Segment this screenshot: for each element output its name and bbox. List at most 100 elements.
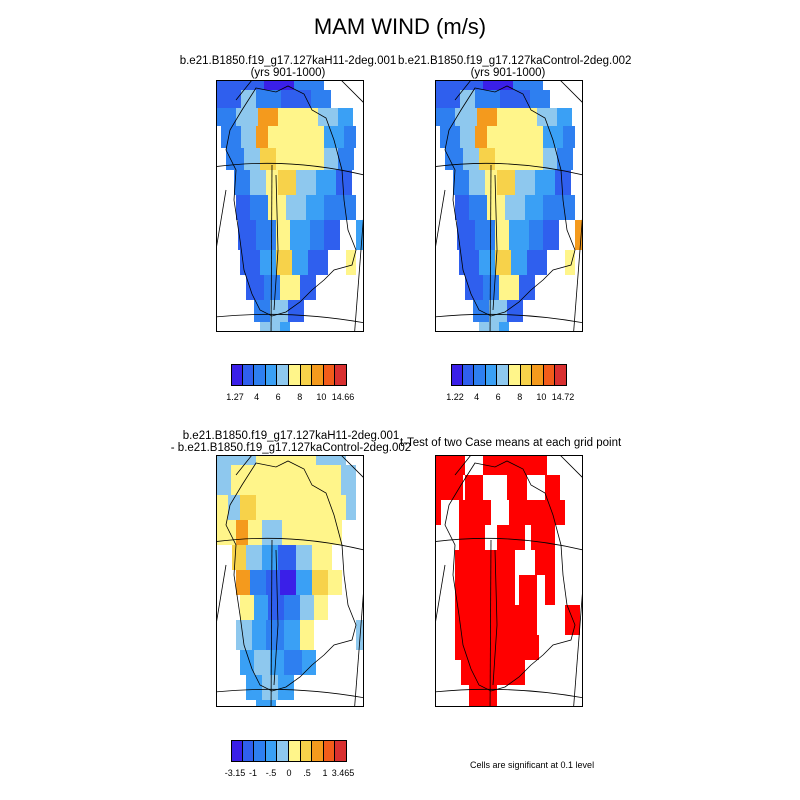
colorbar-swatch [312, 740, 324, 762]
colorbar-tick-label: -1 [248, 768, 258, 778]
grid-cell [284, 650, 302, 675]
colorbar-tick-label: 6 [495, 392, 501, 402]
grid-cell [487, 126, 543, 148]
grid-cell [455, 575, 487, 605]
grid-cell [241, 90, 256, 108]
panel-3-title-line2: - b.e21.B1850.f19_g17.127kaControl-2deg.… [170, 442, 412, 454]
panel-2-title-line1: b.e21.B1850.f19_g17.127kaControl-2deg.00… [398, 55, 632, 67]
grid-cell [495, 220, 509, 250]
grid-cell [221, 126, 241, 148]
grid-cell [276, 148, 324, 170]
colorbar-tick-label: 1.27 [226, 392, 244, 402]
grid-cell [236, 195, 250, 220]
colorbar-swatch [300, 740, 313, 762]
grid-cell [306, 195, 324, 220]
map-panel-h11 [216, 80, 364, 332]
grid-cell [475, 126, 487, 148]
panel-2-title-line2: (yrs 901-1000) [470, 67, 546, 79]
grid-cell [525, 195, 543, 220]
grid-cell [312, 520, 342, 545]
grid-cell [216, 90, 241, 108]
grid-cell [288, 300, 304, 322]
colorbar-control [451, 364, 567, 386]
page-title: MAM WIND (m/s) [313, 14, 487, 39]
grid-cell [460, 90, 475, 108]
grid-cell [280, 275, 300, 300]
grid-cell [489, 300, 507, 322]
grid-cell [338, 108, 353, 126]
grid-cell [435, 108, 455, 126]
colorbar-swatch [254, 364, 266, 386]
colorbar-swatch [242, 364, 255, 386]
grid-cell [469, 195, 487, 220]
grid-cell [435, 90, 460, 108]
grid-cell [216, 108, 236, 126]
grid-cell [216, 520, 236, 545]
panel-4-title-line1: t-Test of two Case means at each grid po… [400, 437, 622, 449]
grid-cell [565, 250, 575, 275]
grid-cell [500, 90, 530, 108]
grid-cell [477, 108, 497, 126]
grid-cell [465, 275, 483, 300]
grid-cell [240, 250, 260, 275]
map-panel-ttest [435, 455, 583, 707]
grid-cell [435, 475, 447, 500]
grid-cell [453, 170, 469, 195]
colorbar-tick-label: 14.72 [551, 392, 575, 402]
panel-2-title: b.e21.B1850.f19_g17.127kaControl-2deg.00… [398, 55, 632, 79]
colorbar-tick-label: 14.66 [331, 392, 355, 402]
colorbar-swatch [242, 740, 255, 762]
grid-cell [479, 250, 495, 275]
grid-cell [545, 475, 560, 500]
map-panel-difference [216, 455, 364, 707]
grid-cell [296, 570, 312, 595]
grid-cell [455, 108, 477, 126]
grid-cell [483, 275, 499, 300]
grid-cell [281, 90, 311, 108]
grid-cell [318, 108, 338, 126]
grid-cell [240, 495, 256, 520]
colorbar-swatch [335, 364, 347, 386]
grid-cell [280, 570, 296, 595]
grid-cell [495, 148, 543, 170]
colorbar-swatch [323, 740, 336, 762]
grid-cell [475, 90, 500, 108]
colorbar-swatch [508, 364, 521, 386]
colorbar-swatch [300, 364, 313, 386]
colorbar-swatch [543, 364, 556, 386]
colorbar-swatch [520, 364, 533, 386]
colorbar-tick-label: 3.465 [331, 768, 355, 778]
grid-cell [216, 465, 231, 495]
grid-cell [445, 148, 463, 170]
grid-cell [300, 275, 316, 300]
grid-cell [260, 148, 276, 170]
grid-cell [545, 575, 555, 605]
grid-cell [256, 126, 268, 148]
grid-cell [455, 635, 539, 660]
grid-cell [296, 170, 316, 195]
colorbar-tick-label: -3.15 [224, 768, 246, 778]
colorbar-h11 [231, 364, 347, 386]
grid-cell [469, 685, 497, 707]
grid-cell [278, 108, 318, 126]
grid-cell [565, 605, 580, 635]
grid-cell [312, 545, 332, 570]
grid-cell [463, 148, 479, 170]
grid-cell [266, 620, 284, 650]
grid-cell [563, 195, 575, 220]
grid-cell [507, 475, 527, 500]
colorbar-tick-label: 10 [536, 392, 547, 402]
grid-cell [509, 500, 565, 525]
grid-cell [324, 220, 340, 250]
colorbar-tick-label: 8 [297, 392, 303, 402]
grid-cell [278, 170, 296, 195]
grid-cell [513, 80, 543, 90]
grid-cell [324, 148, 338, 170]
grid-cell [527, 250, 547, 275]
grid-cell [260, 322, 280, 332]
grid-cell [254, 595, 268, 620]
grid-cell [284, 595, 300, 620]
significance-note: Cells are significant at 0.1 level [470, 760, 595, 770]
grid-cell [270, 300, 288, 322]
grid-cell [246, 275, 264, 300]
